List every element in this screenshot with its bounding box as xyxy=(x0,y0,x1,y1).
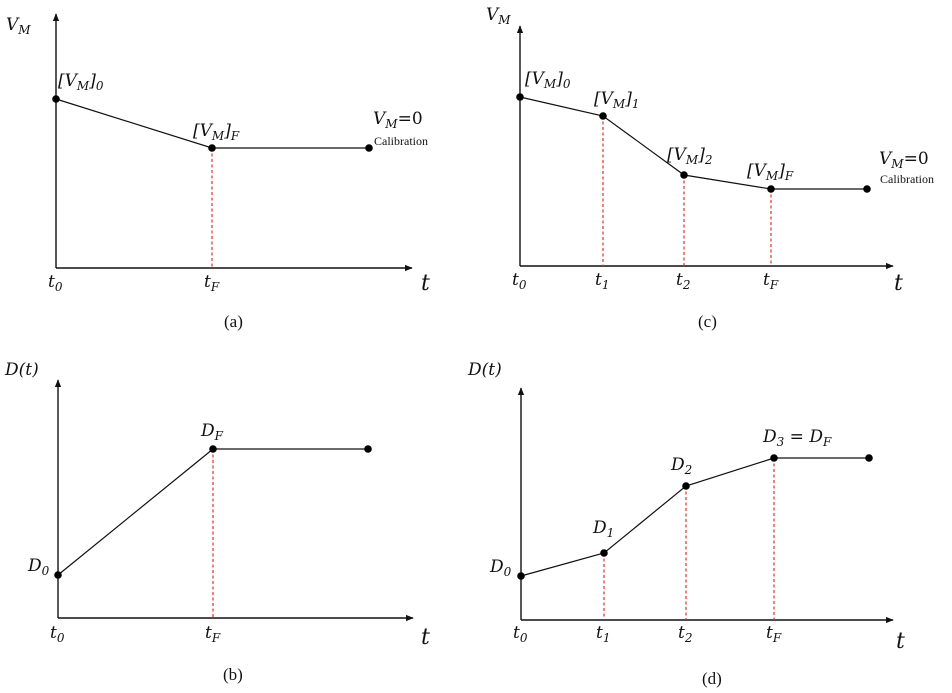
panel-c-tick-t2: t2 xyxy=(676,270,690,292)
panel-c-point-2 xyxy=(680,171,688,179)
panel-d-caption: (d) xyxy=(702,669,722,688)
panel-d-label-2: D2 xyxy=(670,455,692,477)
panel-d-point-end xyxy=(865,454,873,462)
panel-d-tick-tF: tF xyxy=(766,623,782,645)
panel-c-y-axis-label: VM xyxy=(486,5,511,27)
panel-d-tick-t0: t0 xyxy=(513,623,528,645)
panel-c-point-0 xyxy=(516,93,524,101)
panel-c-point-F xyxy=(767,185,775,193)
panel-c-label-2: [VM]2 xyxy=(667,145,713,167)
panel-b-caption: (b) xyxy=(223,665,243,684)
panel-c-calibration-note: Calibration xyxy=(880,172,934,186)
panel-a-calibration-note: Calibration xyxy=(374,134,428,148)
panel-b-tick-t0: t0 xyxy=(50,623,65,645)
panel-a-tick-tF: tF xyxy=(204,272,220,294)
panel-d-y-axis-label: D(t) xyxy=(467,360,502,380)
panel-a-label-0: [VM]0 xyxy=(58,71,104,93)
panel-d-point-1 xyxy=(600,549,608,557)
panel-c-label-calibration: VM=0 xyxy=(879,149,929,171)
panel-c-caption: (c) xyxy=(698,312,717,331)
panel-d-point-0 xyxy=(517,572,525,580)
panel-d: D(t) t D0 D1 D2 D3 = DF t0 t1 t2 tF (d) xyxy=(467,360,905,688)
panel-d-tick-t1: t1 xyxy=(596,623,610,645)
panel-b-tick-tF: tF xyxy=(205,623,221,645)
panel-b-y-axis-label: D(t) xyxy=(4,360,39,380)
panel-b-label-0: D0 xyxy=(27,556,50,578)
panel-c-label-0: [VM]0 xyxy=(525,69,571,91)
panel-d-label-1: D1 xyxy=(592,518,614,540)
panel-a-point-0 xyxy=(52,95,60,103)
panel-c-point-1 xyxy=(599,112,607,120)
panel-a-point-F xyxy=(208,144,216,152)
panel-a: VM t [VM]0 [VM]F VM=0 Calibration t0 tF … xyxy=(6,13,430,331)
panel-c-tick-tF: tF xyxy=(763,270,779,292)
panel-c-label-F: [VM]F xyxy=(747,161,794,183)
panel-b-label-F: DF xyxy=(200,421,224,443)
panel-a-caption: (a) xyxy=(224,312,243,331)
panel-b-point-end xyxy=(364,445,372,453)
panel-c: VM t [VM]0 [VM]1 [VM]2 [VM]F VM=0 Calibr… xyxy=(486,5,934,331)
panel-c-curve xyxy=(519,96,867,190)
panel-c-point-calibration xyxy=(863,185,871,193)
panel-a-y-axis-label: VM xyxy=(6,15,31,37)
panel-b-point-F xyxy=(209,445,217,453)
panel-b-x-axis-label: t xyxy=(421,625,430,650)
panel-a-label-calibration: VM=0 xyxy=(373,109,423,131)
panel-a-tick-t0: t0 xyxy=(48,272,63,294)
panel-d-point-3 xyxy=(770,454,778,462)
panel-c-label-1: [VM]1 xyxy=(594,89,640,111)
panel-b: D(t) t D0 DF t0 tF (b) xyxy=(4,360,430,684)
panel-d-label-0: D0 xyxy=(489,557,512,579)
panel-a-x-axis-label: t xyxy=(421,271,430,296)
panel-c-tick-t1: t1 xyxy=(595,270,609,292)
panel-a-label-F: [VM]F xyxy=(193,121,240,143)
panel-b-point-0 xyxy=(54,571,62,579)
panel-d-x-axis-label: t xyxy=(896,629,905,654)
panel-d-tick-t2: t2 xyxy=(678,623,692,645)
panel-d-curve xyxy=(520,457,869,577)
panel-a-point-calibration xyxy=(365,144,373,152)
panel-c-x-axis-label: t xyxy=(894,271,903,296)
panel-d-point-2 xyxy=(682,482,690,490)
panel-c-tick-t0: t0 xyxy=(512,270,527,292)
panel-d-label-3: D3 = DF xyxy=(762,427,832,449)
